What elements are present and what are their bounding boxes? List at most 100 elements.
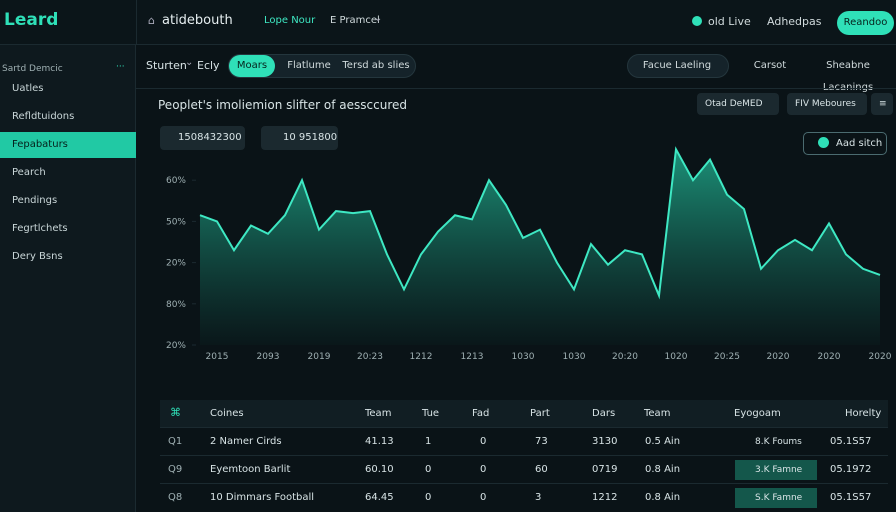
table-cell: 3 <box>535 492 542 503</box>
chart-control[interactable]: Otad DeMED <box>697 93 779 115</box>
y-tick-label: 20% <box>166 259 186 269</box>
column-header: Dars <box>592 408 616 419</box>
table-cell: Eyemtoon Barlit <box>210 464 291 475</box>
table-cell: 0.5 Ain <box>645 436 681 447</box>
x-tick-label: 2019 <box>308 352 331 362</box>
sidebar: Sartd Demcic ··· Uatles Refldtuidons Fepab… <box>0 45 136 512</box>
table-cell: 0 <box>480 492 487 503</box>
row-id: Q9 <box>168 464 183 475</box>
sidebar-item[interactable]: Dery Bsns <box>12 251 63 262</box>
table-cell: 8.K Foums <box>755 437 802 447</box>
tab[interactable]: Flatlume <box>287 60 331 71</box>
x-tick-label: 1213 <box>461 352 484 362</box>
y-tick-label: 50% <box>166 217 186 227</box>
select[interactable]: Ecly <box>197 59 220 72</box>
sidebar-item[interactable]: Pearch <box>12 167 46 178</box>
status: old Live <box>708 15 751 28</box>
more[interactable]: ··· <box>116 62 125 72</box>
column-header: Team <box>365 408 392 419</box>
row-id: Q8 <box>168 492 183 503</box>
sidebar-section: Sartd Demcic <box>2 64 63 74</box>
table-row: Q8 10 Dimmars Football 64.45 0 0 3 1212 0.8 Ain… <box>160 483 888 510</box>
table-row: Q9 Eyemtoon Barlit 60.10 0 0 60 0719 0.8 Ain 3.K… <box>160 455 888 482</box>
x-tick-label: 2020 <box>767 352 790 362</box>
sidebar-item[interactable]: Pendings <box>12 195 58 206</box>
table-cell: 0719 <box>592 464 618 475</box>
column-header: Horelty <box>845 408 882 419</box>
toolbar-button[interactable]: Sheabne Lacanings <box>823 60 873 93</box>
home-icon: ⌂ <box>148 14 155 27</box>
table-cell: 41.13 <box>365 436 394 447</box>
x-tick-label: 20:23 <box>357 352 383 362</box>
y-tick-label: 60% <box>166 176 186 186</box>
stat-box: 1508432300 <box>160 126 245 150</box>
x-tick-label: 1212 <box>410 352 433 362</box>
x-tick-label: 1030 <box>563 352 586 362</box>
app-title[interactable]: atidebouth <box>162 13 233 28</box>
dropdown[interactable] <box>627 54 729 78</box>
column-header: Fad <box>472 408 490 419</box>
add-icon <box>818 137 829 148</box>
table-cell: 05.1S57 <box>830 492 872 503</box>
table-cell: 1 <box>425 436 432 447</box>
table-cell: 0.8 Ain <box>645 464 681 475</box>
column-header: Coines <box>210 408 244 419</box>
chart-control[interactable]: FIV Meboures <box>787 93 867 115</box>
link[interactable]: Adhedpas <box>767 15 822 28</box>
logo: Leard <box>4 10 59 30</box>
table-cell: 0 <box>425 464 432 475</box>
table-cell: 3130 <box>592 436 618 447</box>
table-cell: 73 <box>535 436 548 447</box>
table-cell: 60.10 <box>365 464 394 475</box>
column-header: Part <box>530 408 550 419</box>
table-cell: 0 <box>425 492 432 503</box>
tab[interactable]: Tersd ab slies <box>342 60 410 71</box>
table-cell: 10 Dimmars Football <box>210 492 315 503</box>
toolbar-label: Sturten <box>146 59 187 72</box>
status-dot <box>692 16 702 26</box>
table-cell: 2 Namer Cirds <box>210 436 282 447</box>
sidebar-item[interactable]: Fepabaturs <box>0 132 136 158</box>
row-id: Q1 <box>168 436 183 447</box>
x-tick-label: 2093 <box>257 352 280 362</box>
area-line <box>199 146 881 300</box>
tab[interactable]: Moars <box>229 55 275 77</box>
area-fill <box>200 149 880 345</box>
chevron: ⌄ <box>185 57 194 68</box>
table-cell: 05.1972 <box>830 464 872 475</box>
table-cell: 0 <box>480 464 487 475</box>
table: Coines Team Tue Fad Part Dars Team Eyogoam Horel… <box>160 400 888 512</box>
primary-button[interactable]: Reandoo <box>837 11 894 35</box>
x-tick-label: 2015 <box>206 352 229 362</box>
table-cell: 60 <box>535 464 548 475</box>
sidebar-item[interactable]: Refldtuidons <box>12 111 75 122</box>
add-button[interactable]: Aad sitch <box>803 132 887 155</box>
column-header: Tue <box>422 408 440 419</box>
x-tick-label: 2020 <box>869 352 892 362</box>
x-tick-label: 20:25 <box>714 352 740 362</box>
nav-link[interactable]: E Pramcel <box>330 15 380 26</box>
nav-link[interactable]: Lope Nour <box>264 15 316 26</box>
chevron: ⌄ <box>374 13 383 24</box>
toolbar-button[interactable]: Carsot <box>753 60 787 71</box>
menu-button[interactable]: ≡ <box>871 93 893 115</box>
divider <box>136 0 137 45</box>
table-row: Q1 2 Namer Cirds 41.13 1 0 73 3130 0.5 Ain 8.K F… <box>160 427 888 454</box>
sidebar-item[interactable]: Fegrtlchets <box>12 223 68 234</box>
x-tick-label: 20:20 <box>612 352 638 362</box>
table-cell: 05.1S57 <box>830 436 872 447</box>
column-header: Team <box>644 408 671 419</box>
table-header: Coines Team Tue Fad Part Dars Team Eyogoam Horel… <box>160 400 888 427</box>
table-cell: 1212 <box>592 492 618 503</box>
table-cell: 0.8 Ain <box>645 492 681 503</box>
table-cell: 3.K Famne <box>735 460 817 480</box>
sidebar-item[interactable]: Uatles <box>12 83 44 94</box>
y-tick-label: 80% <box>166 300 186 310</box>
stat-box: 10 951800 <box>261 126 338 150</box>
table-cell: 0 <box>480 436 487 447</box>
x-tick-label: 1030 <box>512 352 535 362</box>
table-cell: 64.45 <box>365 492 394 503</box>
chart-title: Peoplet's imoliemion slifter of aessccur… <box>158 98 407 112</box>
table-icon: ⌘ <box>170 406 181 419</box>
